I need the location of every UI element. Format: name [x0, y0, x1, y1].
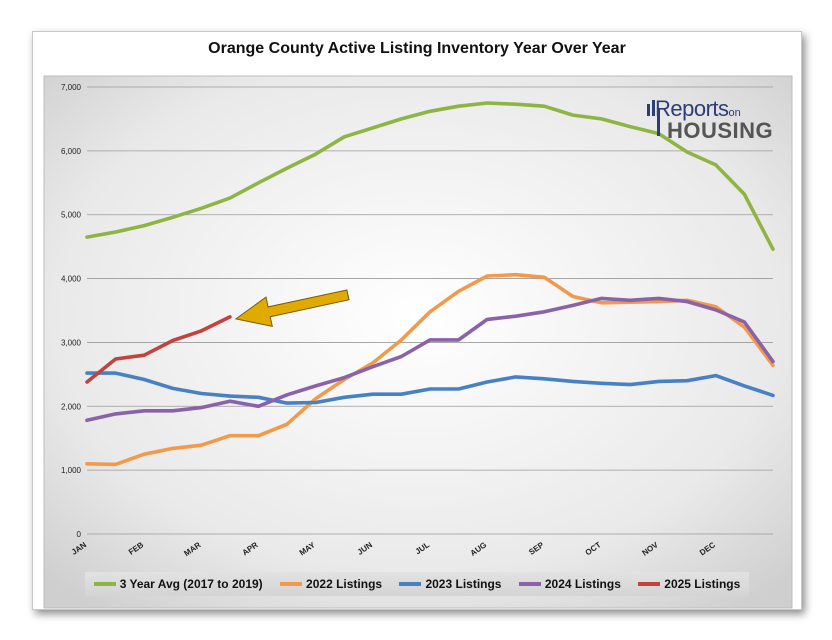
chart-card: Orange County Active Listing Inventory Y… — [32, 31, 802, 610]
legend-item: 2022 Listings — [280, 577, 382, 591]
legend-item: 2025 Listings — [638, 577, 740, 591]
y-tick-label: 7,000 — [61, 83, 82, 92]
logo-line2: HOUSING — [667, 118, 774, 143]
legend-swatch — [93, 582, 116, 586]
logo-line1: Reportson — [655, 96, 741, 121]
series-line — [85, 272, 775, 467]
legend-label: 2022 Listings — [306, 577, 383, 591]
legend-item: 2023 Listings — [399, 577, 501, 591]
y-tick-label: 4,000 — [61, 275, 82, 284]
legend-label: 2023 Listings — [425, 577, 502, 591]
y-tick-label: 2,000 — [61, 402, 82, 411]
legend-swatch — [518, 582, 541, 586]
y-tick-label: 0 — [77, 530, 82, 539]
legend-swatch — [638, 582, 661, 586]
y-tick-label: 5,000 — [61, 211, 82, 220]
chart-legend: 3 Year Avg (2017 to 2019) 2022 Listings 20… — [85, 572, 749, 596]
grid-lines — [87, 86, 773, 535]
y-axis-ticks: 0 1,000 2,000 3,000 4,000 5,000 6,000 7,000 — [61, 83, 82, 539]
legend-item: 2024 Listings — [518, 577, 621, 591]
y-tick-label: 3,000 — [61, 338, 82, 347]
legend-item: 3 Year Avg (2017 to 2019) — [93, 577, 263, 591]
legend-label: 2024 Listings — [544, 577, 621, 591]
series-line — [85, 296, 775, 423]
legend-label: 3 Year Avg (2017 to 2019) — [119, 577, 263, 591]
legend-label: 2025 Listings — [664, 577, 741, 591]
y-tick-label: 6,000 — [61, 147, 82, 156]
legend-swatch — [399, 582, 422, 586]
y-tick-label: 1,000 — [61, 466, 82, 475]
annotation-arrow — [234, 289, 350, 328]
chart-title: Orange County Active Listing Inventory Y… — [208, 40, 626, 57]
legend-swatch — [280, 582, 303, 586]
reports-on-housing-logo: Reportson HOUSING — [645, 94, 775, 144]
arrow-shape — [234, 289, 350, 328]
house-icon — [647, 100, 660, 136]
plot-area — [43, 75, 793, 609]
series-line — [85, 315, 232, 384]
series-line — [85, 371, 775, 405]
